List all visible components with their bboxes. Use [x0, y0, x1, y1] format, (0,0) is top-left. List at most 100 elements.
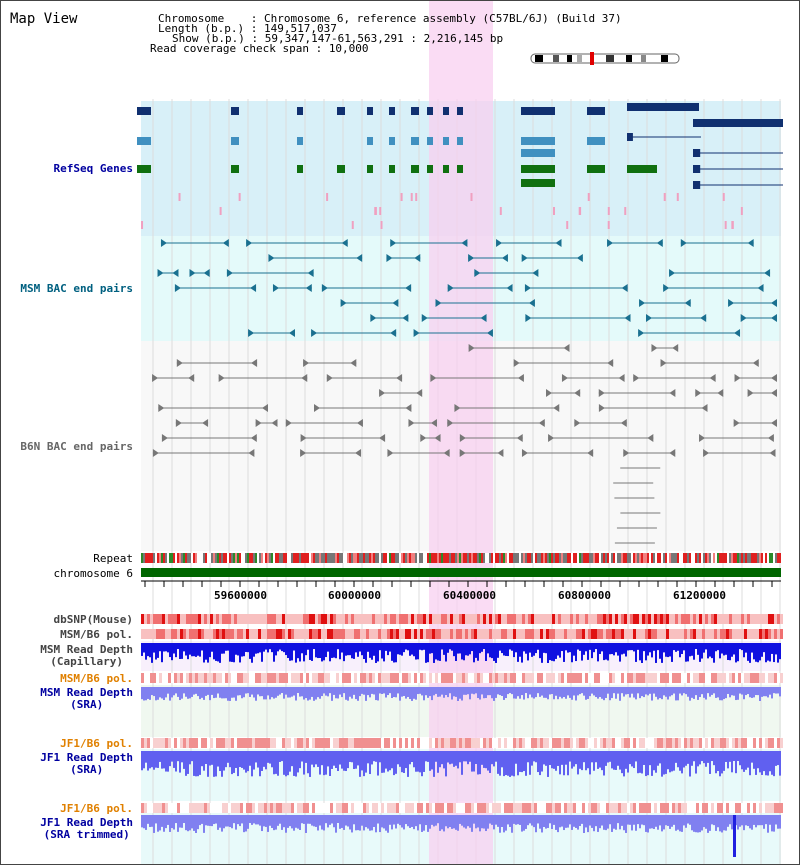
repeat-bar [381, 553, 383, 563]
jf1-depth-trim-bar [709, 815, 711, 831]
refseq-exon [427, 107, 433, 115]
jf1-depth-sra-bar [419, 751, 421, 773]
msm-depth-sra-bar [737, 687, 739, 700]
refseq-exon [521, 107, 555, 115]
msm-depth-capillary-bar [653, 643, 655, 651]
refseq-minor-mark [676, 193, 679, 201]
jf1-depth-sra-bar [463, 751, 465, 762]
msm-depth-capillary-bar [399, 643, 401, 655]
repeat-bar [491, 553, 493, 563]
msm-b6-pol-sra-heat [429, 673, 432, 683]
jf1-depth-sra-bar [183, 751, 185, 769]
repeat-bar [237, 553, 239, 563]
jf1-depth-sra-bar [691, 751, 693, 766]
msm-depth-capillary-bar [683, 643, 685, 651]
jf1-depth-trim-bar [245, 815, 247, 832]
jf1-b6-pol-trim-heat [723, 803, 726, 813]
b6n-bac-pair [620, 419, 627, 427]
jf1-b6-pol-trim-heat [531, 803, 534, 813]
jf1-depth-trim-bar [391, 815, 393, 830]
jf1-b6-pol-trim-heat [402, 803, 405, 813]
msm-depth-capillary-bar [563, 643, 565, 662]
repeat-bar [659, 553, 661, 563]
dbsnp-heat [747, 614, 750, 624]
msm-depth-capillary-bar [159, 643, 161, 652]
b6n-bac-pair [598, 389, 605, 397]
repeat-bar [319, 553, 321, 563]
msm-depth-capillary-bar [543, 643, 545, 653]
repeat-bar [379, 553, 381, 563]
repeat-bar [291, 553, 293, 563]
track-label-b6n-bac[interactable]: B6N BAC end pairs [20, 440, 133, 453]
track-label-msm-bac[interactable]: MSM BAC end pairs [20, 282, 133, 295]
jf1-depth-sra-bar [241, 751, 243, 768]
jf1-b6-pol-heat [201, 738, 204, 748]
msm-depth-capillary-bar [277, 643, 279, 652]
msm-b6-pol-sra-heat [717, 673, 720, 683]
msm-depth-capillary-bar [435, 643, 437, 660]
repeat-bar [499, 553, 501, 563]
jf1-b6-pol-trim-heat [258, 803, 261, 813]
b6n-bac-pair [301, 374, 308, 382]
jf1-b6-pol-heat [306, 738, 309, 748]
msm-depth-capillary-bar [455, 643, 457, 661]
msm-depth-sra-bar [187, 687, 189, 699]
msm-b6-pol-sra-heat [183, 673, 186, 683]
repeat-bar [303, 553, 305, 563]
msm-depth-capillary-bar [299, 643, 301, 662]
msm-bac-pair [645, 314, 652, 322]
jf1-depth-trim-bar [617, 815, 619, 824]
jf1-depth-trim-bar [489, 815, 491, 824]
jf1-depth-trim-bar [587, 815, 589, 833]
jf1-depth-sra-bar [393, 751, 395, 776]
jf1-depth-trim-bar [367, 815, 369, 829]
jf1-b6-pol-heat [183, 738, 186, 748]
jf1-depth-sra-bar [625, 751, 627, 769]
msm-depth-capillary-bar [743, 643, 745, 658]
msm-depth-capillary-bar [643, 643, 645, 652]
jf1-depth-sra-bar [179, 751, 181, 773]
jf1-b6-pol-trim-heat [147, 803, 150, 813]
jf1-b6-pol-heat [660, 738, 663, 748]
dbsnp-heat [540, 614, 543, 624]
b6n-bac-pair [152, 449, 159, 457]
b6n-bac-pair [379, 434, 386, 442]
msm-depth-capillary-bar [507, 643, 509, 657]
jf1-depth-sra-bar [283, 751, 285, 775]
msm-b6-pol-heat [504, 629, 507, 639]
dbsnp-heat [231, 614, 234, 624]
jf1-b6-pol-heat [534, 738, 537, 748]
dbsnp-heat [708, 614, 711, 624]
msm-b6-pol-sra-heat [258, 673, 261, 683]
msm-b6-pol-heat [573, 629, 576, 639]
jf1-b6-pol-trim-heat [192, 803, 195, 813]
jf1-depth-trim-bar [629, 815, 631, 825]
msm-depth-capillary-bar [259, 643, 261, 653]
jf1-depth-trim-bar [551, 815, 553, 830]
jf1-depth-trim-bar [175, 815, 177, 824]
msm-bac-pair [172, 269, 179, 277]
msm-b6-pol-sra-heat [597, 673, 600, 683]
msm-depth-sra-bar [637, 687, 639, 694]
msm-depth-capillary-bar [183, 643, 185, 652]
msm-b6-pol-sra-heat [570, 673, 573, 683]
b6n-bac-pair [747, 389, 754, 397]
msm-depth-sra-bar [481, 687, 483, 695]
jf1-depth-trim-bar [569, 815, 571, 825]
msm-depth-sra-bar [437, 687, 439, 697]
jf1-depth-sra-bar [375, 751, 377, 762]
jf1-depth-sra-bar [631, 751, 633, 767]
jf1-depth-sra-bar [507, 751, 509, 776]
jf1-depth-trim-bar [307, 815, 309, 824]
jf1-b6-pol-heat [705, 738, 708, 748]
dbsnp-heat [528, 614, 531, 624]
msm-depth-sra-bar [603, 687, 605, 701]
repeat-bar [471, 553, 473, 563]
msm-b6-pol-sra-heat [702, 673, 705, 683]
dbsnp-heat [582, 614, 585, 624]
jf1-depth-trim-bar [429, 815, 431, 829]
jf1-depth-trim-bar [583, 815, 585, 833]
msm-b6-pol-sra-heat [462, 673, 465, 683]
track-label-refseq-genes[interactable]: RefSeq Genes [53, 162, 133, 175]
